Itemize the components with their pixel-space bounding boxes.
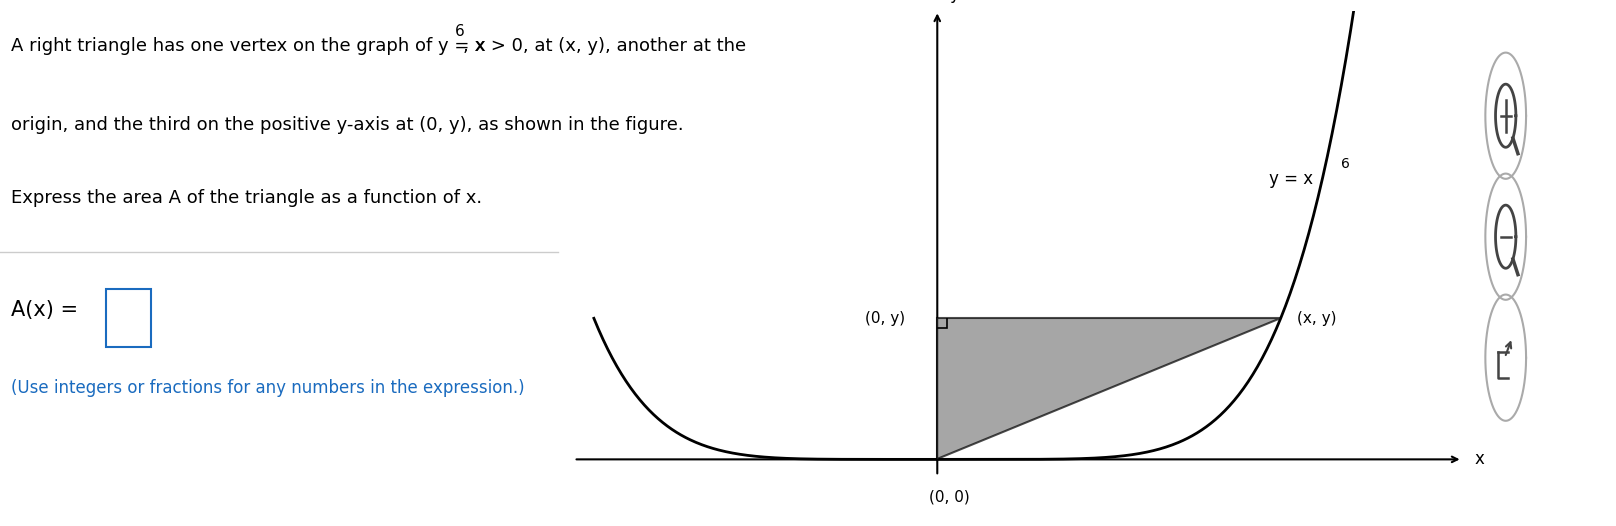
- Text: y: y: [950, 0, 960, 3]
- Text: Express the area A of the triangle as a function of x.: Express the area A of the triangle as a …: [11, 189, 482, 207]
- Text: A(x) =: A(x) =: [11, 300, 86, 320]
- Text: x: x: [1474, 450, 1485, 468]
- Text: (0, 0): (0, 0): [929, 489, 970, 504]
- Text: (Use integers or fractions for any numbers in the expression.): (Use integers or fractions for any numbe…: [11, 379, 525, 397]
- Text: origin, and the third on the positive y-axis at (0, y), as shown in the figure.: origin, and the third on the positive y-…: [11, 116, 684, 134]
- Polygon shape: [937, 318, 1280, 459]
- Text: A right triangle has one vertex on the graph of y = x: A right triangle has one vertex on the g…: [11, 37, 486, 55]
- Text: 6: 6: [454, 24, 464, 39]
- Text: y = x: y = x: [1269, 170, 1312, 188]
- Text: (0, y): (0, y): [865, 311, 905, 326]
- Text: (x, y): (x, y): [1296, 311, 1336, 326]
- Text: 6: 6: [1341, 157, 1349, 171]
- FancyBboxPatch shape: [107, 289, 150, 347]
- Text: , x > 0, at (x, y), another at the: , x > 0, at (x, y), another at the: [462, 37, 747, 55]
